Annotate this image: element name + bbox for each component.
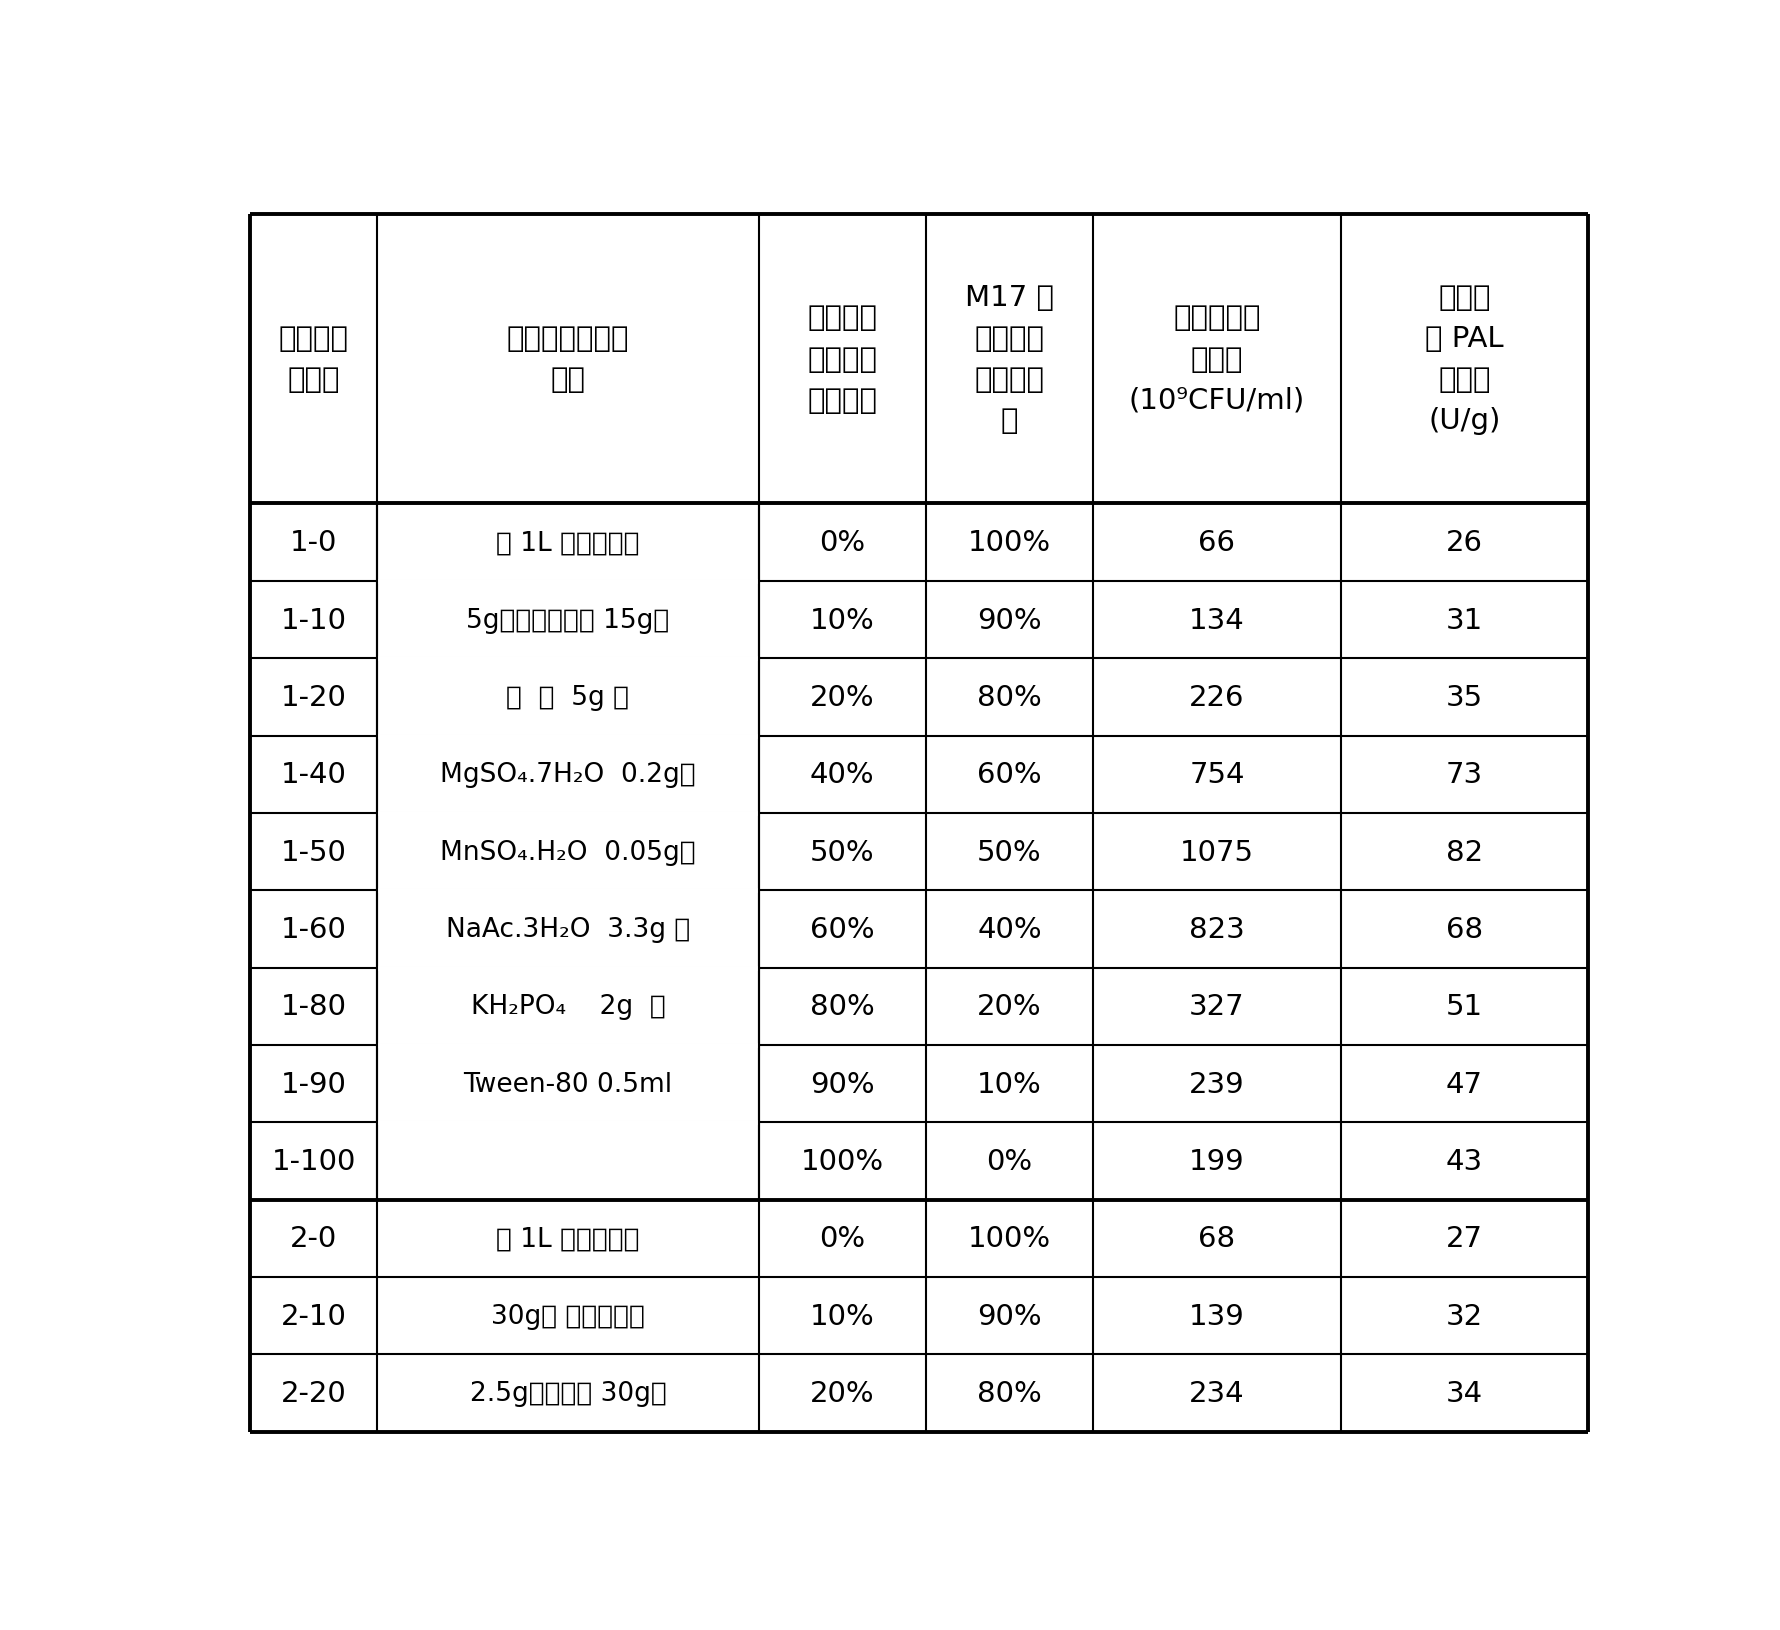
Text: 每 1L 中含蛋白胨: 每 1L 中含蛋白胨 [497,1226,639,1252]
Text: NaAc.3H₂O  3.3g ，: NaAc.3H₂O 3.3g ， [445,916,691,942]
Text: 43: 43 [1445,1148,1483,1175]
Text: 10%: 10% [810,606,874,634]
Text: 1-80: 1-80 [281,993,347,1020]
Text: KH₂PO₄    2g  ，: KH₂PO₄ 2g ， [470,994,666,1020]
Text: 90%: 90% [977,1302,1041,1330]
Text: 1-20: 1-20 [281,683,347,711]
Text: 发酵收获菌
体密度
(10⁹CFU/ml): 发酵收获菌 体密度 (10⁹CFU/ml) [1129,305,1305,414]
Text: 0%: 0% [986,1148,1032,1175]
Text: 199: 199 [1189,1148,1244,1175]
Text: 823: 823 [1189,916,1244,944]
Text: 60%: 60% [977,761,1041,789]
Text: 68: 68 [1198,1224,1235,1252]
Text: 1-50: 1-50 [281,838,347,866]
Text: 234: 234 [1189,1379,1244,1407]
Text: M17 肉
汤培养基
加入体积
比: M17 肉 汤培养基 加入体积 比 [965,284,1054,435]
Text: 80%: 80% [810,993,874,1020]
Text: 2-10: 2-10 [281,1302,347,1330]
Text: 1-100: 1-100 [272,1148,356,1175]
Text: 35: 35 [1445,683,1483,711]
Text: 60%: 60% [810,916,874,944]
Text: 乳  糖  5g ，: 乳 糖 5g ， [506,685,630,711]
Text: 50%: 50% [977,838,1041,866]
Text: 27: 27 [1445,1224,1483,1252]
Text: 47: 47 [1445,1069,1483,1099]
Text: 327: 327 [1189,993,1244,1020]
Text: 发酵收
获 PAL
比活力
(U/g): 发酵收 获 PAL 比活力 (U/g) [1426,284,1504,435]
Text: 2-20: 2-20 [281,1379,347,1407]
Text: 10%: 10% [977,1069,1041,1099]
Text: 31: 31 [1445,606,1483,634]
Text: 配制中间
培养基加
入体积比: 配制中间 培养基加 入体积比 [806,305,878,414]
Text: 90%: 90% [977,606,1041,634]
Text: 66: 66 [1198,528,1235,557]
Text: 1-90: 1-90 [281,1069,347,1099]
Text: 51: 51 [1445,993,1483,1020]
Text: 20%: 20% [810,683,874,711]
Text: 34: 34 [1445,1379,1483,1407]
Text: 32: 32 [1445,1302,1483,1330]
Text: 100%: 100% [968,528,1050,557]
Text: 82: 82 [1445,838,1483,866]
Text: 1-60: 1-60 [281,916,347,944]
Text: 配制中间培养基
组成: 配制中间培养基 组成 [507,324,628,394]
Text: 80%: 80% [977,1379,1041,1407]
Text: 100%: 100% [801,1148,883,1175]
Text: 20%: 20% [810,1379,874,1407]
Text: 30g， 酵母提取物: 30g， 酵母提取物 [491,1302,644,1328]
Text: 80%: 80% [977,683,1041,711]
Text: 每 1L 中含蛋白胨: 每 1L 中含蛋白胨 [497,530,639,556]
Text: 73: 73 [1445,761,1483,789]
Text: 发酵培养
基代号: 发酵培养 基代号 [279,324,349,394]
Text: MgSO₄.7H₂O  0.2g，: MgSO₄.7H₂O 0.2g， [440,761,696,787]
Text: 68: 68 [1445,916,1483,944]
Text: 139: 139 [1189,1302,1244,1330]
Text: 26: 26 [1445,528,1483,557]
Text: 1075: 1075 [1180,838,1253,866]
Text: 20%: 20% [977,993,1041,1020]
Text: 1-0: 1-0 [290,528,338,557]
Text: MnSO₄.H₂O  0.05g，: MnSO₄.H₂O 0.05g， [440,839,696,866]
Text: 10%: 10% [810,1302,874,1330]
Text: 2-0: 2-0 [290,1224,336,1252]
Text: 50%: 50% [810,838,874,866]
Text: 40%: 40% [977,916,1041,944]
Text: 1-40: 1-40 [281,761,347,789]
Text: 0%: 0% [819,528,865,557]
Text: 40%: 40% [810,761,874,789]
Text: 226: 226 [1189,683,1244,711]
Text: 754: 754 [1189,761,1244,789]
Text: 90%: 90% [810,1069,874,1099]
Text: 1-10: 1-10 [281,606,347,634]
Text: 0%: 0% [819,1224,865,1252]
Text: 239: 239 [1189,1069,1244,1099]
Text: 100%: 100% [968,1224,1050,1252]
Text: 5g，酵母提取物 15g，: 5g，酵母提取物 15g， [466,606,669,632]
Text: 134: 134 [1189,606,1244,634]
Text: 2.5g，葡萄糖 30g，: 2.5g，葡萄糖 30g， [470,1381,666,1407]
Text: Tween-80 0.5ml: Tween-80 0.5ml [463,1071,673,1097]
